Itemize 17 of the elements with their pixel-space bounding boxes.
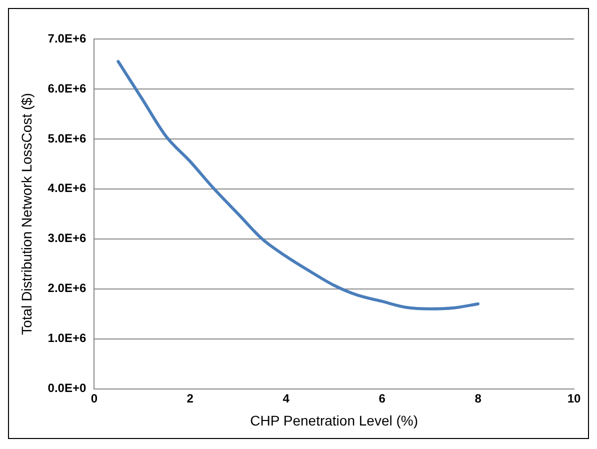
x-tick-label: 0	[90, 391, 98, 406]
y-tick-label: 3.0E+6	[48, 231, 86, 246]
y-tick-label: 0.0E+0	[48, 381, 86, 396]
x-tick-label: 8	[474, 391, 482, 406]
y-tick-label: 2.0E+6	[48, 281, 86, 296]
y-tick-label: 7.0E+6	[48, 31, 86, 46]
x-tick-label: 6	[378, 391, 386, 406]
y-tick-label: 6.0E+6	[48, 81, 86, 96]
line-series	[116, 60, 480, 310]
y-tick-label: 4.0E+6	[48, 181, 86, 196]
y-tick-label: 5.0E+6	[48, 131, 86, 146]
x-tick-label: 10	[567, 391, 581, 406]
y-tick-label: 1.0E+6	[48, 331, 86, 346]
x-tick-label: 4	[282, 391, 290, 406]
x-axis-title: CHP Penetration Level (%)	[250, 412, 418, 428]
x-tick-label: 2	[186, 391, 194, 406]
y-axis-title: Total Distribution Network LossCost ($)	[18, 92, 34, 335]
